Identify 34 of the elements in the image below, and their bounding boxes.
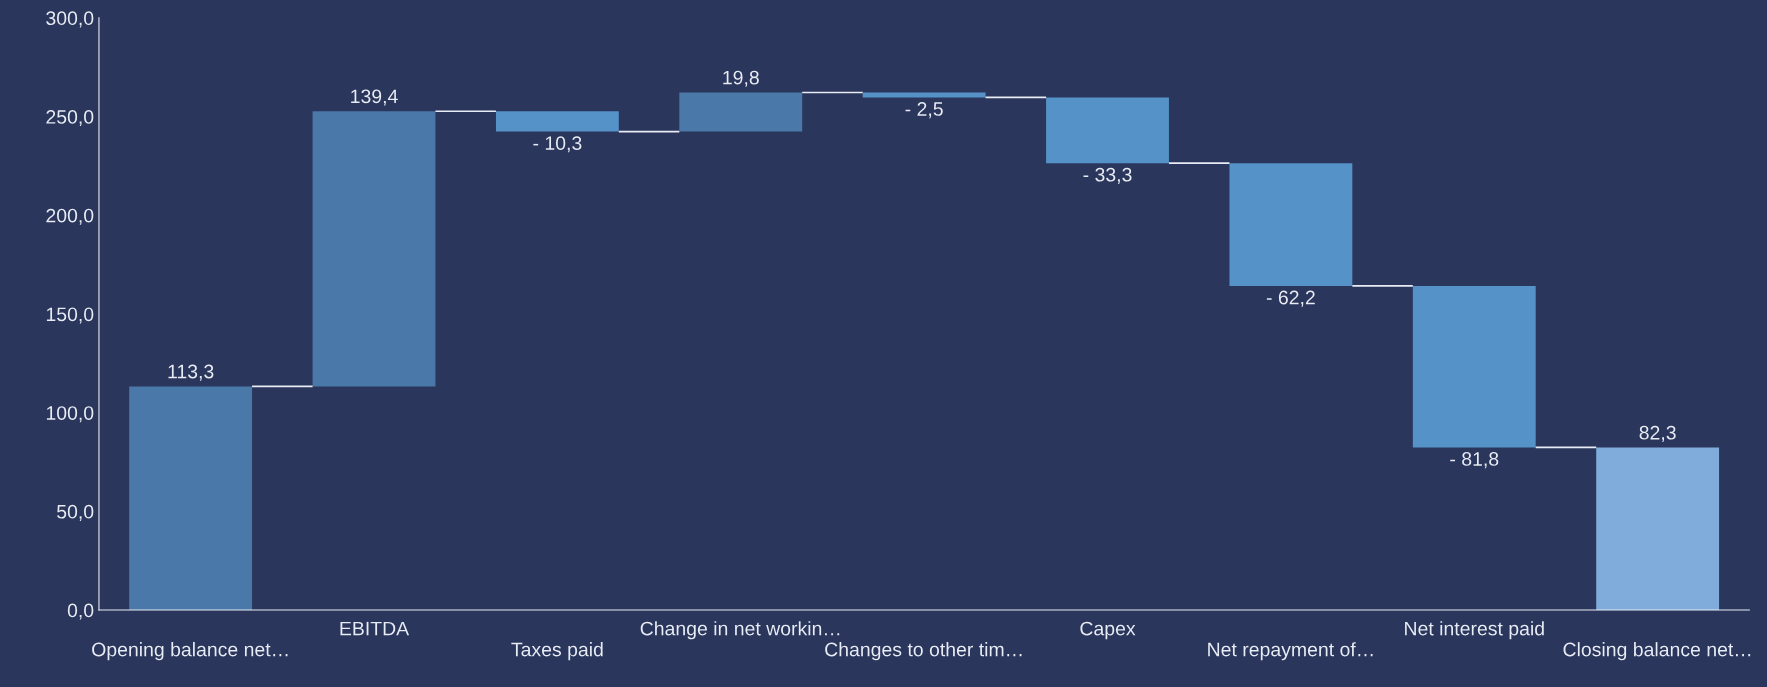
y-tick-label: 100,0 (46, 406, 94, 423)
data-label: - 33,3 (1083, 167, 1132, 184)
data-label: 82,3 (1639, 425, 1676, 442)
data-label: - 10,3 (533, 136, 582, 153)
bar (495, 111, 619, 132)
data-label: - 81,8 (1450, 452, 1499, 469)
y-tick-label: 50,0 (57, 504, 94, 521)
bar (129, 386, 253, 611)
y-tick-label: 0,0 (67, 603, 94, 620)
x-tick-label: EBITDA (340, 621, 410, 636)
bar (862, 92, 986, 98)
bar (1046, 97, 1169, 164)
x-tick-label: Closing balance net… (1563, 642, 1751, 661)
x-tick-label: Taxes paid (511, 642, 603, 661)
x-tick-label: Opening balance net… (92, 642, 288, 661)
x-tick-label: Net repayment of… (1208, 642, 1373, 661)
x-tick-label: Changes to other tim… (825, 642, 1022, 661)
bar (679, 92, 803, 132)
data-label: - 2,5 (905, 102, 943, 119)
data-label: 113,3 (168, 364, 214, 381)
bar (1596, 447, 1720, 611)
x-tick-label: Net interest paid (1405, 621, 1544, 640)
bar (1229, 163, 1353, 286)
x-tick-label: Change in net workin… (640, 621, 840, 640)
x-tick-label: Capex (1080, 621, 1136, 640)
y-tick-label: 150,0 (46, 307, 94, 324)
bar (1412, 285, 1536, 448)
y-tick-label: 300,0 (46, 11, 94, 28)
bar (312, 111, 436, 387)
y-tick-label: 250,0 (46, 110, 94, 127)
data-label: 19,8 (723, 70, 759, 87)
y-tick-label: 200,0 (46, 208, 94, 225)
data-label: - 62,2 (1266, 290, 1315, 307)
data-label: 139,4 (351, 89, 398, 106)
